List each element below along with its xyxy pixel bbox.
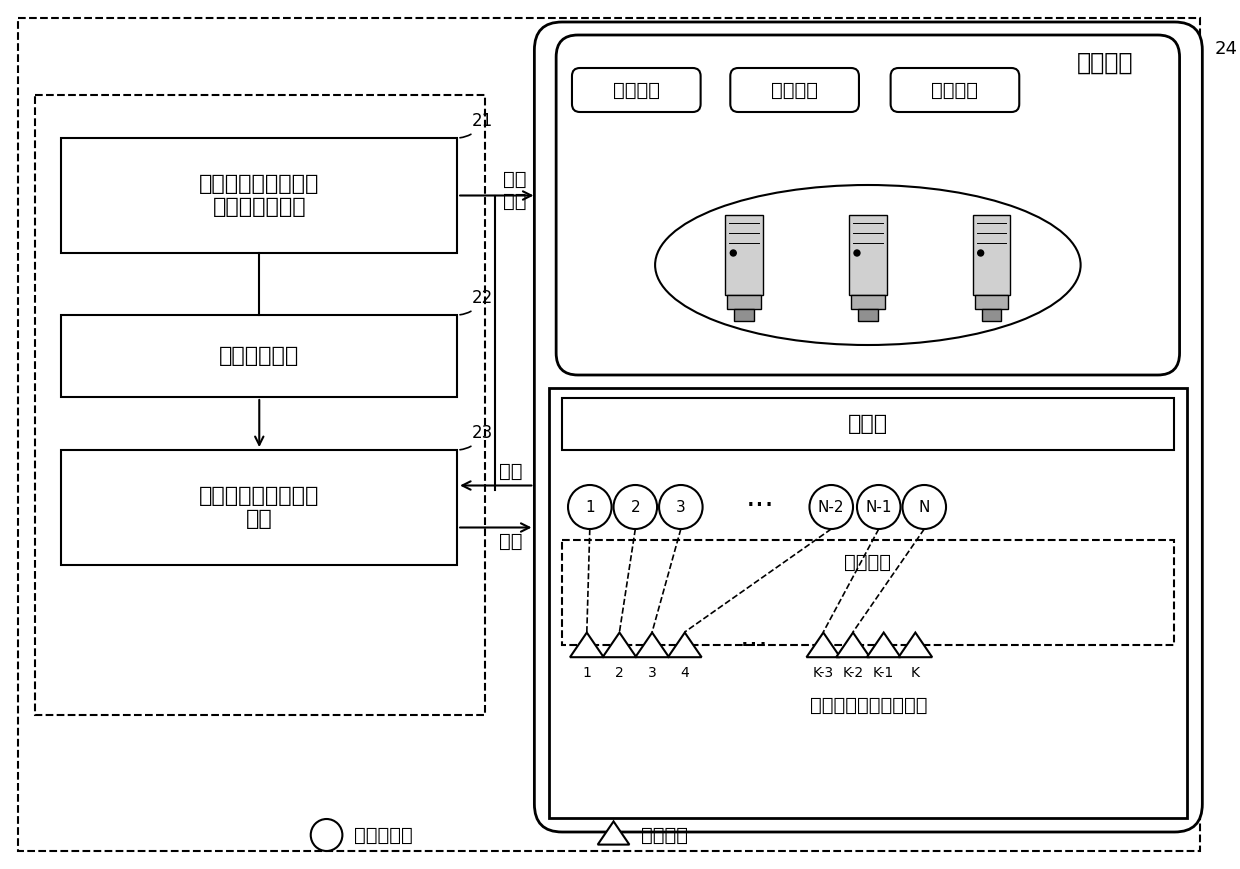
Bar: [562, 540, 1173, 645]
Circle shape: [854, 250, 861, 256]
Polygon shape: [668, 633, 702, 657]
Text: 2: 2: [630, 500, 640, 514]
Text: K-1: K-1: [873, 666, 894, 680]
Text: N-1: N-1: [866, 500, 892, 514]
Text: 请求: 请求: [498, 532, 522, 551]
Bar: [851, 295, 884, 309]
Polygon shape: [603, 633, 636, 657]
Polygon shape: [899, 633, 932, 657]
Circle shape: [311, 819, 342, 851]
Ellipse shape: [655, 185, 1080, 345]
Text: N-2: N-2: [818, 500, 844, 514]
Bar: [725, 215, 763, 295]
Text: 1: 1: [585, 500, 595, 514]
Text: 业务请求和流量特征
收集与分析组件: 业务请求和流量特征 收集与分析组件: [200, 174, 320, 217]
Text: 部署组件: 部署组件: [1078, 51, 1133, 75]
Text: 存储资源: 存储资源: [931, 81, 978, 99]
Bar: [975, 295, 1008, 309]
Bar: [35, 95, 485, 715]
Circle shape: [903, 485, 946, 529]
Polygon shape: [635, 633, 668, 657]
Bar: [734, 309, 754, 321]
Circle shape: [568, 485, 611, 529]
Text: 24: 24: [1214, 40, 1238, 58]
Text: K-3: K-3: [812, 666, 833, 680]
Text: 3: 3: [676, 500, 686, 514]
Text: 用户终端: 用户终端: [641, 826, 688, 845]
FancyBboxPatch shape: [890, 68, 1019, 112]
FancyBboxPatch shape: [730, 68, 859, 112]
Text: 布局算法组件: 布局算法组件: [219, 346, 299, 366]
Text: 4: 4: [681, 666, 689, 680]
Circle shape: [730, 250, 737, 256]
Text: K: K: [911, 666, 920, 680]
Text: 无线网络: 无线网络: [844, 553, 892, 572]
Bar: [982, 309, 1002, 321]
FancyBboxPatch shape: [534, 22, 1203, 832]
Text: 3: 3: [647, 666, 656, 680]
Text: N: N: [919, 500, 930, 514]
Text: ···: ···: [745, 493, 775, 521]
Text: 响应: 响应: [498, 462, 522, 481]
Text: 接入网节点: 接入网节点: [355, 826, 413, 845]
Text: 2: 2: [615, 666, 624, 680]
Text: 网络资源: 网络资源: [613, 81, 660, 99]
Circle shape: [810, 485, 853, 529]
Text: 布局
策略: 布局 策略: [503, 170, 526, 211]
FancyBboxPatch shape: [572, 68, 701, 112]
Polygon shape: [867, 633, 900, 657]
Circle shape: [658, 485, 703, 529]
Circle shape: [614, 485, 657, 529]
Bar: [972, 215, 1011, 295]
Bar: [858, 309, 878, 321]
Polygon shape: [570, 633, 604, 657]
Polygon shape: [598, 821, 630, 845]
Bar: [549, 388, 1188, 818]
Text: 22: 22: [460, 289, 494, 315]
Circle shape: [977, 250, 983, 256]
Bar: [562, 398, 1173, 450]
Bar: [61, 138, 458, 253]
Text: 网络拓扑与资源发现
组件: 网络拓扑与资源发现 组件: [200, 486, 320, 529]
Text: 23: 23: [460, 424, 494, 450]
Text: 21: 21: [460, 112, 494, 138]
Bar: [849, 215, 887, 295]
Bar: [61, 315, 458, 397]
Polygon shape: [836, 633, 869, 657]
Text: 1: 1: [583, 666, 591, 680]
Text: ···: ···: [739, 633, 769, 661]
Text: 接入网与边缘计算组网: 接入网与边缘计算组网: [810, 695, 928, 714]
Text: 计算资源: 计算资源: [771, 81, 818, 99]
Text: 光网络: 光网络: [848, 414, 888, 434]
Bar: [61, 450, 458, 565]
FancyBboxPatch shape: [557, 35, 1179, 375]
Bar: [728, 295, 761, 309]
Polygon shape: [806, 633, 841, 657]
Circle shape: [857, 485, 900, 529]
Text: K-2: K-2: [842, 666, 863, 680]
